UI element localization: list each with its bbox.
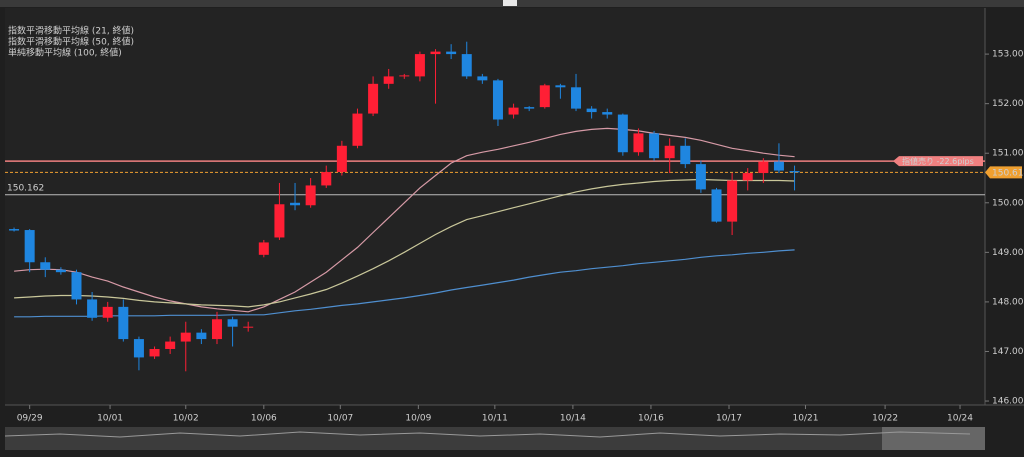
y-tick-label: 147.000 [992, 347, 1024, 357]
collapse-button[interactable] [503, 0, 517, 6]
ma-line [14, 178, 795, 308]
y-tick-label: 149.000 [992, 248, 1024, 258]
x-tick-label: 10/22 [872, 414, 898, 424]
navigator-bg [5, 427, 985, 450]
x-tick-label: 10/06 [251, 414, 277, 424]
x-tick-label: 10/09 [405, 414, 431, 424]
x-tick-label: 10/17 [716, 414, 742, 424]
x-tick-label: 09/29 [17, 414, 43, 424]
order-label: 指値売り -22.6pips [902, 156, 974, 166]
x-tick-label: 10/01 [97, 414, 123, 424]
legend-entry: 指数平滑移動平均線 (21, 終値) [8, 25, 134, 37]
x-tick-label: 10/11 [482, 414, 508, 424]
candle-body [165, 341, 176, 349]
x-tick-label: 10/16 [638, 414, 664, 424]
candle-body [243, 326, 254, 328]
candle-body [430, 51, 441, 55]
candle-body [492, 80, 503, 120]
candle-body [118, 306, 129, 340]
candle-body [524, 107, 535, 109]
ma-line [14, 127, 795, 313]
candle-body [461, 54, 472, 77]
x-tick-label: 10/07 [327, 414, 353, 424]
candle-body [446, 51, 457, 55]
candle-body [586, 108, 597, 113]
x-tick-label: 10/14 [560, 414, 586, 424]
candle-body [508, 107, 519, 115]
candle-body [773, 161, 784, 171]
candle-body [664, 145, 675, 159]
candle-body [71, 272, 82, 300]
candle-body [695, 164, 706, 190]
reference-label: 150.162 [7, 183, 44, 193]
candle-body [87, 299, 98, 318]
candle-body [727, 180, 738, 222]
y-tick-label: 153.000 [992, 50, 1024, 60]
candle-body [711, 189, 722, 222]
legend-entry: 指数平滑移動平均線 (50, 終値) [8, 36, 134, 48]
y-tick-label: 148.000 [992, 297, 1024, 307]
candle-body [336, 145, 347, 173]
candle-body [477, 76, 488, 81]
candle-body [102, 306, 113, 318]
candle-body [539, 85, 550, 108]
candle-body [180, 332, 191, 342]
navigator-line [4, 431, 971, 438]
candle-body [758, 161, 769, 174]
candle-body [617, 114, 628, 153]
candle-body [742, 173, 753, 181]
order-label-box [893, 156, 983, 167]
candle-body [602, 112, 613, 115]
y-tick-label: 150.000 [992, 198, 1024, 208]
ma-line [14, 249, 795, 318]
candle-body [9, 229, 20, 231]
candle-body [555, 85, 566, 88]
candle-body [680, 145, 691, 165]
y-tick-label: 152.000 [992, 99, 1024, 109]
candle-body [196, 332, 207, 340]
navigator [4, 427, 985, 450]
candle-body [571, 87, 582, 109]
candle-body [258, 242, 269, 255]
x-tick-label: 10/21 [793, 414, 819, 424]
candle-body [290, 202, 301, 206]
current-price-label: 150.614 [992, 168, 1024, 178]
candle-body [321, 172, 332, 186]
candle-body [649, 133, 660, 159]
candle-body [368, 83, 379, 114]
candle-body [789, 171, 800, 173]
candle-body [55, 269, 66, 273]
plot-area [5, 8, 985, 405]
candle-body [352, 113, 363, 146]
candle-body [211, 319, 222, 340]
candle-body [40, 262, 51, 270]
candle-body [149, 348, 160, 357]
candle-body [305, 185, 316, 206]
legend-entry: 単純移動平均線 (100, 終値) [8, 47, 122, 59]
candle-body [274, 204, 285, 238]
current-price-box [985, 166, 1022, 179]
candle-body [414, 54, 425, 77]
x-tick-label: 10/24 [947, 414, 973, 424]
navigator-window[interactable] [882, 427, 985, 450]
x-tick-label: 10/02 [173, 414, 199, 424]
candle-body [633, 133, 644, 153]
candle-body [24, 230, 35, 263]
candle-body [227, 319, 238, 327]
y-tick-label: 151.000 [992, 149, 1024, 159]
candle-body [399, 75, 410, 77]
y-tick-label: 146.000 [992, 397, 1024, 407]
candle-body [133, 339, 144, 358]
candle-body [383, 76, 394, 84]
